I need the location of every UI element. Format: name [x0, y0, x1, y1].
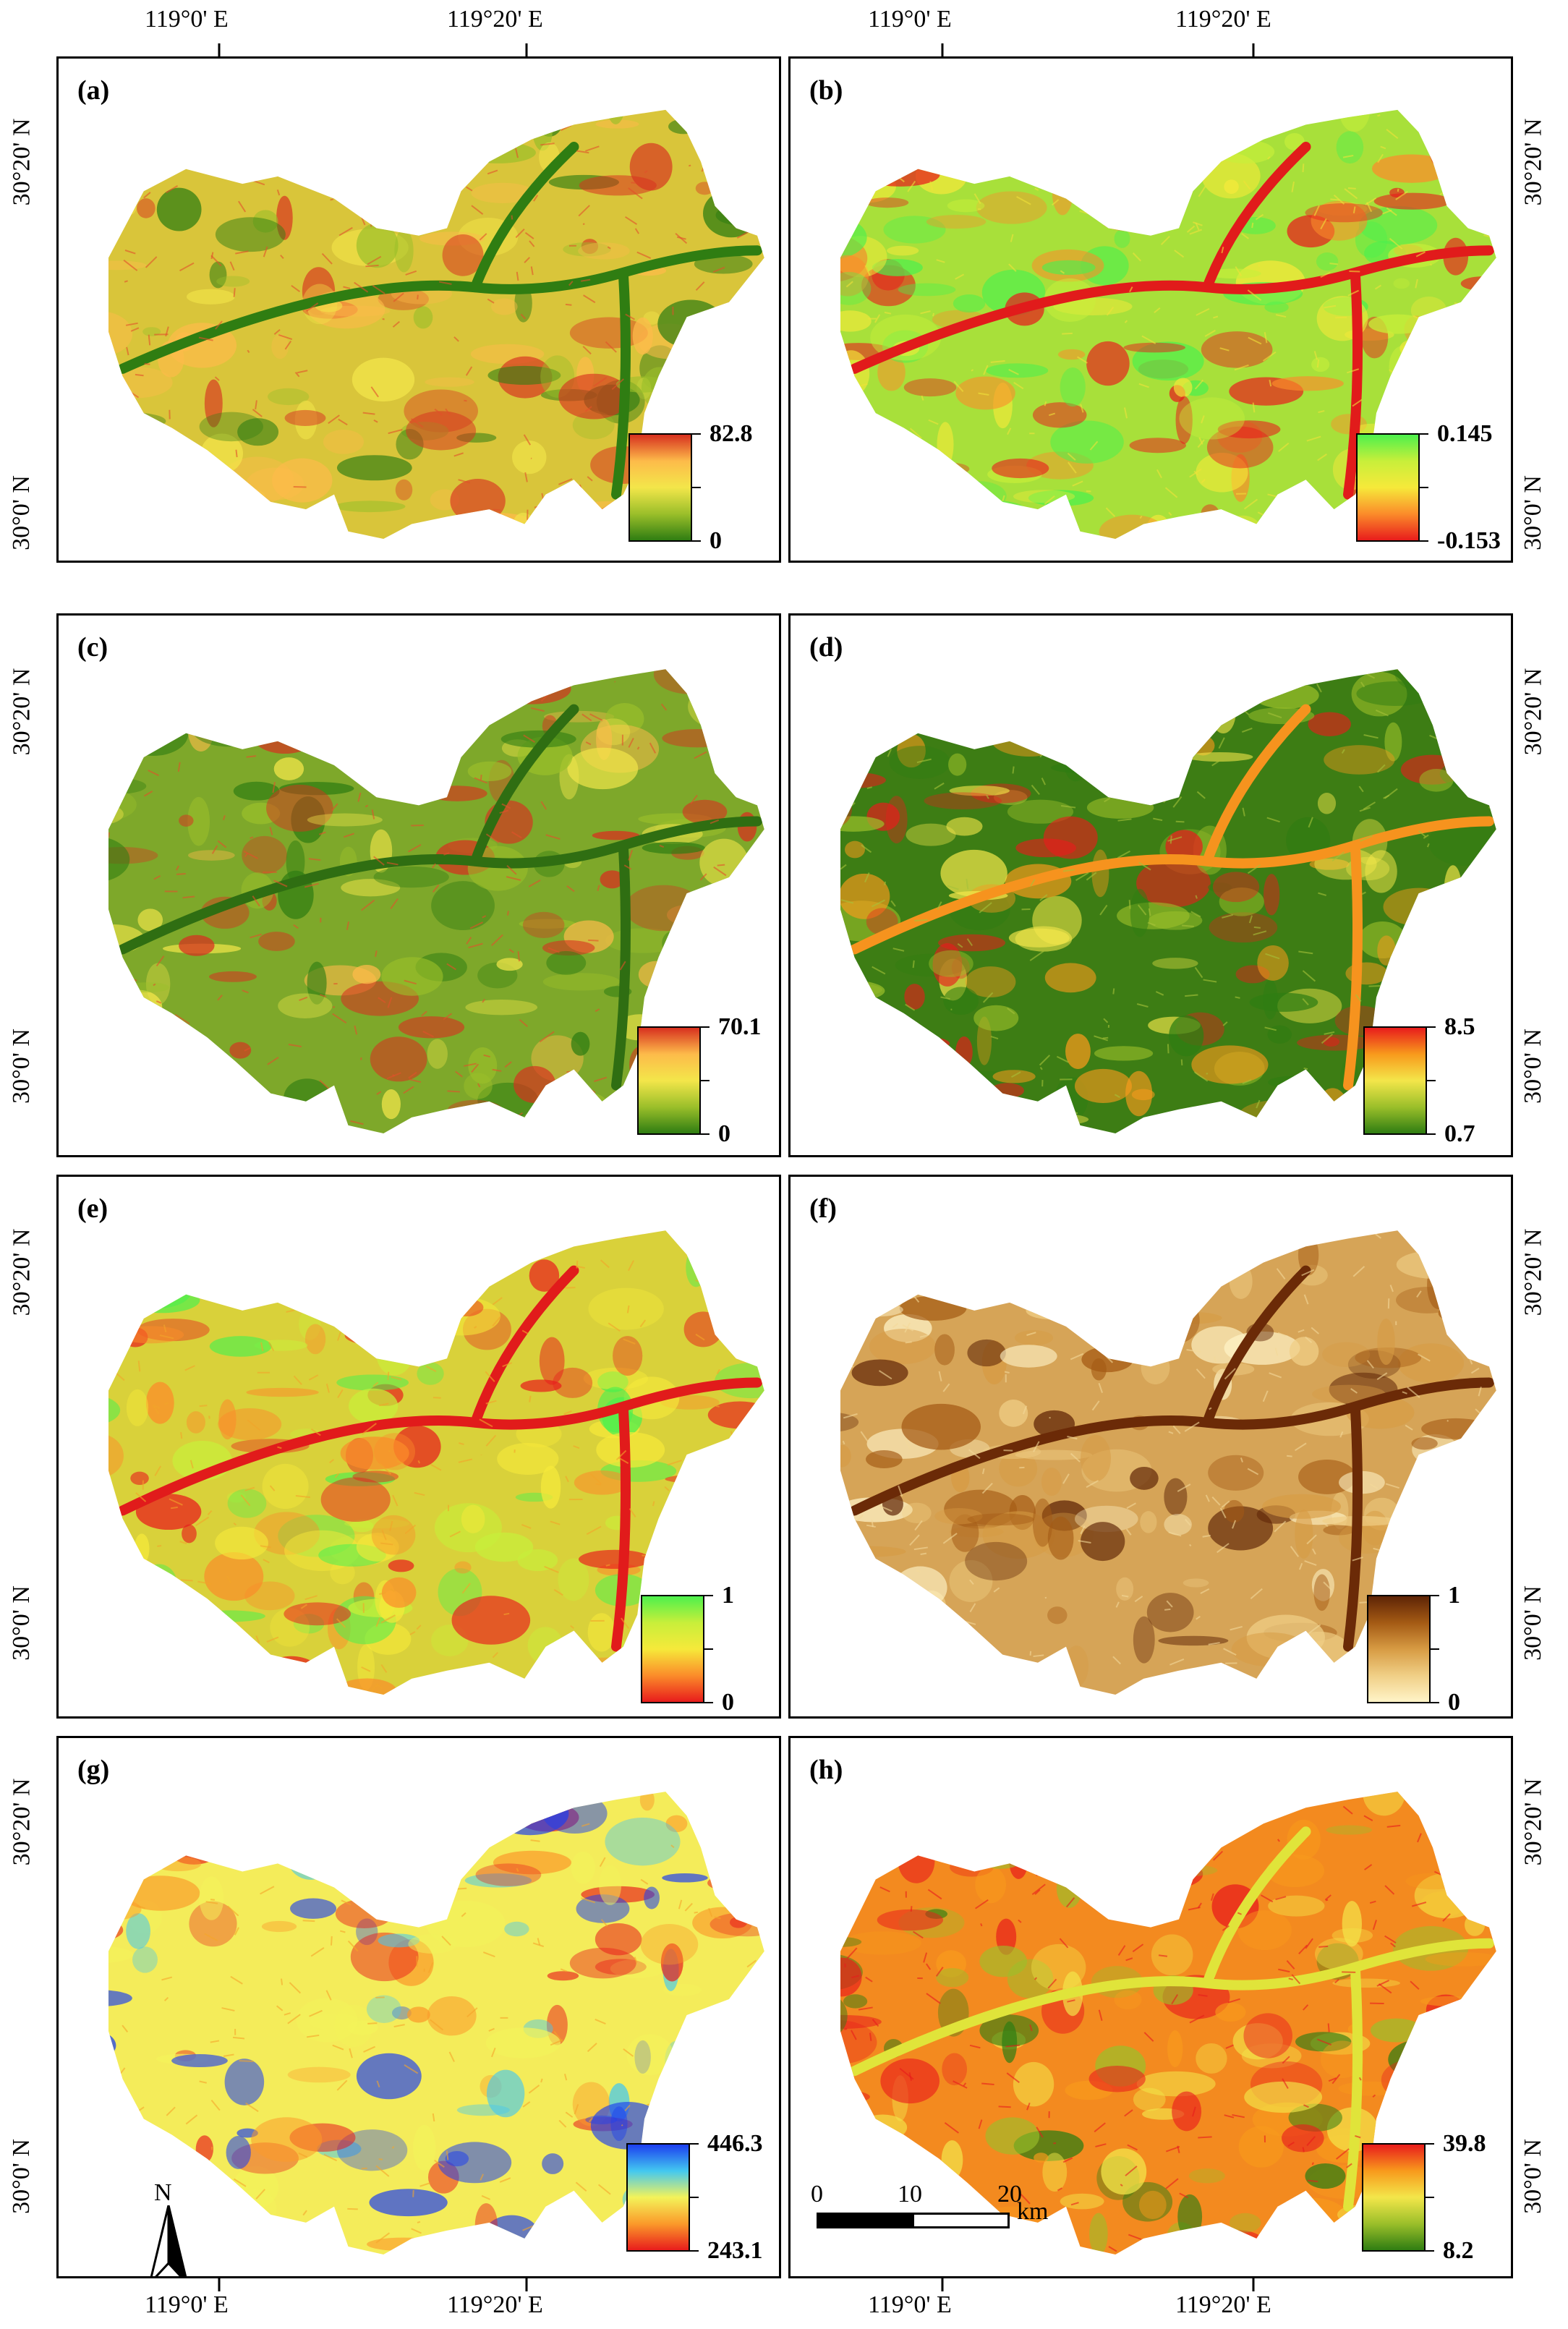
map-panel-d: (d) 8.5 0.7 [788, 613, 1513, 1157]
right-lat-label-b-bottom: 30°0' N [1519, 475, 1546, 550]
scale-bar: 0 10 20 km [811, 2181, 1071, 2231]
panel-letter-f: (f) [809, 1193, 837, 1224]
panel-letter-d: (d) [809, 632, 843, 663]
raster-map-a [108, 109, 764, 540]
map-panel-g: (g) 446.3 243.1 N [56, 1736, 781, 2278]
right-lat-label-d-bottom: 30°0' N [1519, 1029, 1546, 1104]
right-lat-label-h-top: 30°20' N [1520, 1778, 1547, 1866]
top-lon-label-2: 119°20' E [447, 6, 543, 33]
legend-bar-c [637, 1026, 701, 1135]
left-lat-label-g-top: 30°20' N [8, 1778, 35, 1866]
map-panel-a: (a) 82.8 0 [56, 56, 781, 563]
right-lat-label-f-top: 30°20' N [1520, 1228, 1547, 1316]
legend-max-c: 70.1 [718, 1013, 762, 1040]
legend-min-c: 0 [718, 1120, 730, 1147]
legend-max-g: 446.3 [707, 2130, 763, 2157]
bottom-lon-label-4: 119°20' E [1175, 2291, 1271, 2318]
scale-label-0: 0 [811, 2181, 823, 2207]
bottom-lon-label-1: 119°0' E [145, 2291, 229, 2318]
north-arrow-label: N [154, 2179, 172, 2206]
legend-min-a: 0 [710, 527, 722, 554]
map-panel-c: (c) 70.1 0 [56, 613, 781, 1157]
legend-min-g: 243.1 [707, 2237, 763, 2264]
legend-max-a: 82.8 [710, 420, 753, 447]
left-lat-label-a-bottom: 30°0' N [7, 475, 35, 550]
scale-label-10: 10 [898, 2181, 922, 2207]
legend-min-e: 0 [722, 1689, 734, 1716]
scale-label-20: 20 [997, 2181, 1022, 2207]
legend-bar-g [626, 2143, 690, 2252]
left-lat-label-g-bottom: 30°0' N [7, 2139, 35, 2214]
map-panel-f: (f) 1 0 [788, 1175, 1513, 1719]
panel-letter-e: (e) [77, 1193, 108, 1224]
panel-letter-g: (g) [77, 1755, 110, 1785]
top-lon-label-3: 119°0' E [868, 6, 952, 33]
legend-min-b: -0.153 [1437, 527, 1501, 554]
map-panel-b: (b) 0.145 -0.153 [788, 56, 1513, 563]
legend-bar-d [1363, 1026, 1427, 1135]
legend-bar-e [641, 1595, 704, 1703]
panel-letter-b: (b) [809, 75, 843, 106]
legend-bar-a [629, 433, 692, 542]
top-lon-label-4: 119°20' E [1175, 6, 1271, 33]
legend-max-d: 8.5 [1444, 1013, 1475, 1040]
top-lon-label-1: 119°0' E [145, 6, 229, 33]
legend-max-e: 1 [722, 1582, 734, 1609]
legend-max-h: 39.8 [1443, 2130, 1486, 2157]
legend-bar-b [1356, 433, 1420, 542]
bottom-lon-label-3: 119°0' E [868, 2291, 952, 2318]
right-lat-label-h-bottom: 30°0' N [1519, 2139, 1546, 2214]
right-lat-label-d-top: 30°20' N [1520, 668, 1547, 756]
legend-min-f: 0 [1448, 1689, 1460, 1716]
right-lat-label-f-bottom: 30°0' N [1519, 1585, 1546, 1661]
bottom-lon-label-2: 119°20' E [447, 2291, 543, 2318]
raster-map-d [840, 669, 1496, 1134]
north-arrow-shape [150, 2205, 187, 2276]
panel-letter-h: (h) [809, 1755, 843, 1785]
left-lat-label-a-top: 30°20' N [8, 118, 35, 206]
right-lat-label-b-top: 30°20' N [1520, 118, 1547, 206]
legend-max-f: 1 [1448, 1582, 1460, 1609]
legend-max-b: 0.145 [1437, 420, 1493, 447]
panel-letter-c: (c) [77, 632, 108, 663]
scale-unit: km [1017, 2198, 1049, 2225]
left-lat-label-e-bottom: 30°0' N [7, 1585, 35, 1661]
panel-letter-a: (a) [77, 75, 110, 106]
legend-min-d: 0.7 [1444, 1120, 1475, 1147]
legend-bar-h [1362, 2143, 1426, 2252]
map-panel-h: (h) 39.8 8.2 0 10 20 km [788, 1736, 1513, 2278]
left-lat-label-c-top: 30°20' N [8, 668, 35, 756]
left-lat-label-c-bottom: 30°0' N [7, 1029, 35, 1104]
left-lat-label-e-top: 30°20' N [8, 1228, 35, 1316]
legend-min-h: 8.2 [1443, 2237, 1474, 2264]
legend-bar-f [1367, 1595, 1431, 1703]
map-panel-e: (e) 1 0 [56, 1175, 781, 1719]
